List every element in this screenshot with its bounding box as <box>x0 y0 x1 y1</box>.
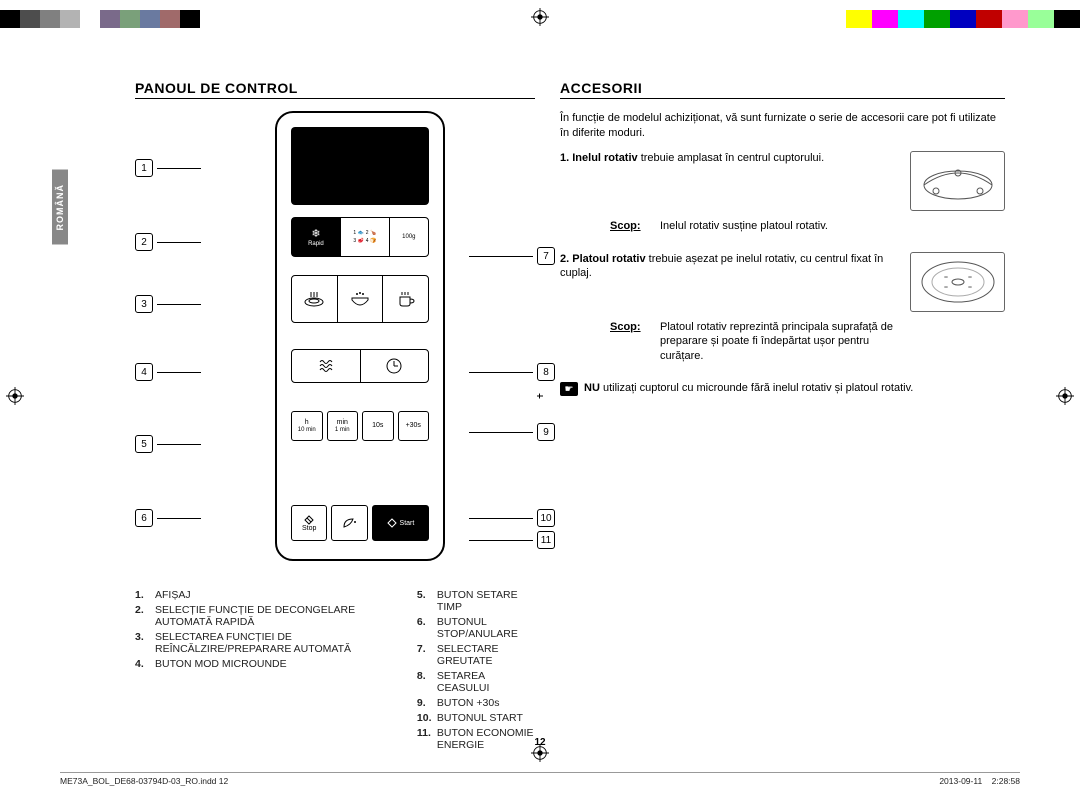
item2-name: Platoul rotativ <box>572 253 645 265</box>
scop1-text: Inelul rotativ susține platoul rotativ. <box>660 219 828 234</box>
callout-4: 4 <box>135 363 201 381</box>
callout-3: 3 <box>135 295 201 313</box>
language-tab: ROMÂNĂ <box>52 170 68 245</box>
callout-2: 2 <box>135 233 201 251</box>
bowl-icon <box>338 276 384 322</box>
scop1-row: Scop: Inelul rotativ susține platoul rot… <box>610 219 1005 234</box>
turntable-illustration <box>910 252 1005 312</box>
callout-8: 8 <box>469 363 555 381</box>
legend-item: 10.BUTONUL START <box>417 712 535 724</box>
item1-desc: trebuie amplasat în centrul cuptorului. <box>638 152 825 164</box>
callout-7: 7 <box>469 247 555 265</box>
registration-mark-icon <box>531 8 549 26</box>
accessories-intro: În funcție de modelul achiziționat, vă s… <box>560 111 1005 141</box>
microwave-clock-row <box>291 349 429 383</box>
callout-10: 10 <box>469 509 555 527</box>
registration-mark-icon <box>6 387 24 405</box>
footer-timestamp: 2013-09-11 2:28:58 <box>939 776 1020 786</box>
accessories-section: ACCESORII În funcție de modelul achiziți… <box>560 80 1005 396</box>
time-button: h10 min <box>291 411 323 441</box>
defrost-programs: 1 🐟2 🍗3 🥩4 🍞 <box>341 218 390 256</box>
stop-label: Stop <box>302 525 316 532</box>
item1-number: 1. <box>560 152 569 164</box>
display-screen <box>291 127 429 205</box>
legend-item: 9.BUTON +30s <box>417 697 535 709</box>
legend-item: 11.BUTON ECONOMIE ENERGIE <box>417 727 535 751</box>
callout-9: 9 <box>469 423 555 441</box>
warning-note: ☛ NU utilizați cuptorul cu microunde făr… <box>560 382 1005 396</box>
item2-number: 2. <box>560 253 569 265</box>
legend-item: 6.BUTONUL STOP/ANULARE <box>417 616 535 640</box>
section-title-control-panel: PANOUL DE CONTROL <box>135 80 535 99</box>
weight-button: 100g <box>390 218 428 256</box>
microwave-icon <box>292 350 361 382</box>
eco-button <box>331 505 367 541</box>
time-button: +30s <box>398 411 430 441</box>
callout-5: 5 <box>135 435 201 453</box>
rapid-label: Rapid <box>308 241 324 247</box>
legend-item: 4.BUTON MOD MICROUNDE <box>135 658 387 670</box>
registration-mark-icon <box>1056 387 1074 405</box>
control-panel-outline: ❄ Rapid 1 🐟2 🍗3 🥩4 🍞 100g <box>275 111 445 561</box>
section-title-accessories: ACCESORII <box>560 80 1005 99</box>
stop-button: Stop <box>291 505 327 541</box>
footer-filename: ME73A_BOL_DE68-03794D-03_RO.indd 12 <box>60 776 228 786</box>
time-buttons-row: h10 minmin1 min10s+30s <box>291 411 429 441</box>
legend-item: 2.SELECȚIE FUNCȚIE DE DECONGELARE AUTOMA… <box>135 604 387 628</box>
reheat-row <box>291 275 429 323</box>
time-button: min1 min <box>327 411 359 441</box>
control-panel-diagram: 123456 7891011 ❄ Rapid 1 🐟2 🍗3 🥩4 🍞 <box>175 111 495 581</box>
accessory-item-turntable: 2. Platoul rotativ trebuie așezat pe ine… <box>560 252 1005 316</box>
callout-1: 1 <box>135 159 201 177</box>
legend-item: 8.SETAREA CEASULUI <box>417 670 535 694</box>
clock-icon <box>361 350 429 382</box>
control-panel-legend: 1.AFIȘAJ 2.SELECȚIE FUNCȚIE DE DECONGELAR… <box>135 589 535 754</box>
legend-item: 1.AFIȘAJ <box>135 589 387 601</box>
scop-label: Scop: <box>610 320 650 365</box>
rapid-defrost-button: ❄ Rapid <box>292 218 341 256</box>
scop2-row: Scop: Platoul rotativ reprezintă princip… <box>610 320 1005 365</box>
legend-item: 3.SELECTAREA FUNCȚIEI DE REÎNCĂLZIRE/PRE… <box>135 631 387 655</box>
accessory-item-ring: 1. Inelul rotativ trebuie amplasat în ce… <box>560 151 1005 215</box>
plate-icon <box>292 276 338 322</box>
warn-text: utilizați cuptorul cu microunde fără ine… <box>600 382 913 394</box>
scop-label: Scop: <box>610 219 650 234</box>
print-footer: ME73A_BOL_DE68-03794D-03_RO.indd 12 2013… <box>60 772 1020 786</box>
control-panel-section: PANOUL DE CONTROL 123456 7891011 ❄ Rapid… <box>135 80 535 754</box>
roller-ring-illustration <box>910 151 1005 211</box>
center-crop-mark <box>537 396 543 397</box>
callout-6: 6 <box>135 509 201 527</box>
defrost-row: ❄ Rapid 1 🐟2 🍗3 🥩4 🍞 100g <box>291 217 429 257</box>
manual-page: ROMÂNĂ PANOUL DE CONTROL 123456 7891011 … <box>60 40 1020 752</box>
callout-11: 11 <box>469 531 555 549</box>
warn-bold: NU <box>584 382 600 394</box>
start-button: Start <box>372 505 429 541</box>
page-number: 12 <box>534 737 545 748</box>
cup-icon <box>383 276 428 322</box>
legend-item: 7.SELECTARE GREUTATE <box>417 643 535 667</box>
weight-label: 100g <box>402 234 415 240</box>
item1-name: Inelul rotativ <box>572 152 637 164</box>
scop2-text: Platoul rotativ reprezintă principala su… <box>660 320 895 365</box>
pointing-hand-icon: ☛ <box>560 382 578 396</box>
start-label: Start <box>400 520 415 527</box>
time-button: 10s <box>362 411 394 441</box>
legend-item: 5.BUTON SETARE TIMP <box>417 589 535 613</box>
bottom-buttons-row: Stop Start <box>291 505 429 541</box>
